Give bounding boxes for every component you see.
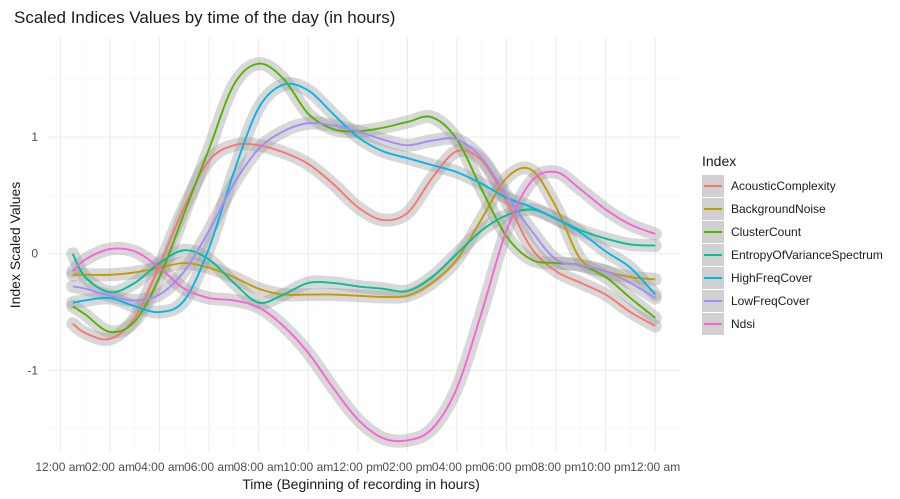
legend-label: Ndsi [731,317,755,331]
x-axis-title: Time (Beginning of recording in hours) [242,476,480,492]
legend-label: BackgroundNoise [731,202,826,216]
x-tick-label: 10:00 pm [581,460,631,474]
x-tick-label: 04:00 am [135,460,185,474]
x-tick-label: 04:00 pm [432,460,482,474]
legend-item: AcousticComplexity [702,175,836,197]
y-axis-ticks: -1 0 1 [27,130,38,377]
series-line [72,121,656,302]
legend-item: HighFreqCover [702,267,812,289]
x-tick-label: 08:00 pm [531,460,581,474]
plot-grid [48,38,680,452]
chart-title: Scaled Indices Values by time of the day… [14,8,395,27]
series-lines [71,62,656,443]
y-tick-label: 0 [31,247,38,261]
y-tick-label: -1 [27,363,38,377]
series-line [72,170,656,443]
series-line [72,142,656,341]
legend-item: LowFreqCover [702,290,810,312]
legend-label: AcousticComplexity [731,179,836,193]
x-tick-label: 06:00 pm [481,460,531,474]
legend-label: EntropyOfVarianceSpectrum [731,248,883,262]
x-tick-label: 12:00 am [35,460,85,474]
x-tick-label: 12:00 pm [333,460,383,474]
x-tick-label: 10:00 am [283,460,333,474]
legend-item: Ndsi [702,313,755,335]
legend-item: BackgroundNoise [702,198,826,220]
legend-label: ClusterCount [731,225,802,239]
y-tick-label: 1 [31,130,38,144]
x-tick-label: 06:00 am [184,460,234,474]
y-axis-title: Index Scaled Values [7,182,23,309]
legend-label: LowFreqCover [731,294,810,308]
series-line [72,82,656,314]
x-axis-ticks: 12:00 am 02:00 am 04:00 am 06:00 am 08:00 am… [35,460,680,474]
legend-item: EntropyOfVarianceSpectrum [702,244,883,266]
legend: Index AcousticComplexity BackgroundNoise C… [702,153,883,335]
legend-title: Index [702,153,736,169]
x-tick-label: 02:00 am [85,460,135,474]
x-tick-label: 12:00 am [630,460,680,474]
legend-label: HighFreqCover [731,271,812,285]
confidence-bands [66,57,662,448]
x-tick-label: 08:00 am [234,460,284,474]
x-tick-label: 02:00 pm [382,460,432,474]
legend-item: ClusterCount [702,221,802,243]
